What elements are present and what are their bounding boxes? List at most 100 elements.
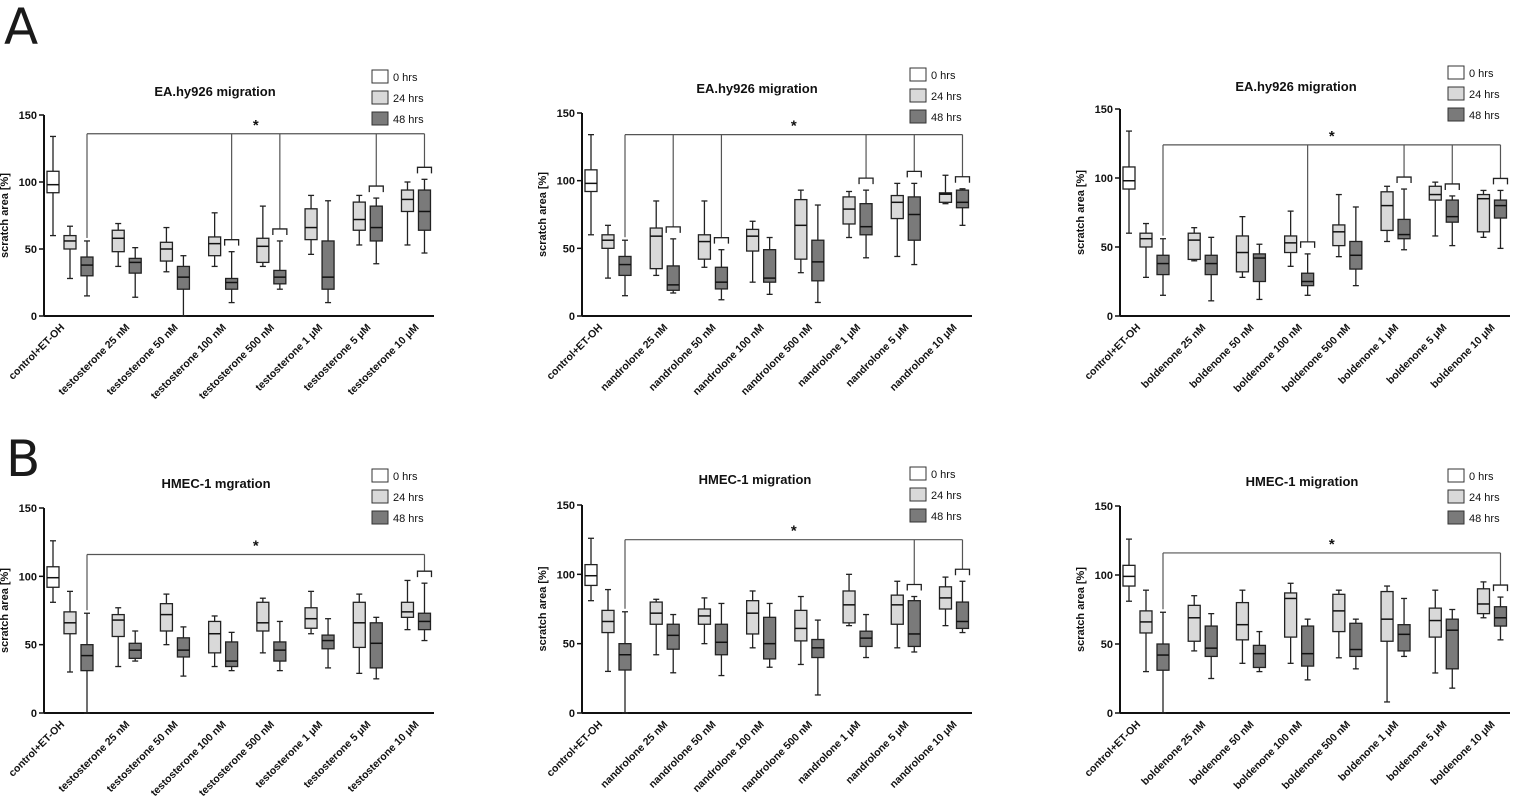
legend-label: 24 hrs	[1469, 89, 1500, 101]
box-group-6-48hrs	[1445, 608, 1459, 689]
box-group-4-48hrs	[273, 620, 287, 672]
box-group-4-48hrs	[811, 619, 825, 696]
significance-bracket	[223, 239, 240, 246]
box-iqr	[1445, 199, 1459, 223]
y-tick-label: 0	[31, 708, 37, 720]
significance-annotation: *	[86, 117, 433, 246]
box-iqr	[1156, 643, 1170, 671]
box-iqr	[666, 623, 680, 650]
panel-letter-a: A	[4, 0, 38, 56]
y-tick-label: 100	[19, 571, 37, 583]
y-tick-label: 50	[25, 244, 37, 256]
box-control-0hrs	[584, 134, 598, 236]
box-iqr	[1332, 224, 1346, 247]
legend-label: 0 hrs	[931, 70, 956, 82]
box-iqr	[859, 203, 873, 236]
box-control-48hrs	[80, 612, 94, 714]
box-group-2-24hrs	[697, 597, 712, 645]
box-group-7-24hrs	[400, 181, 415, 246]
legend-label: 0 hrs	[1469, 471, 1494, 483]
y-tick-label: 50	[25, 640, 37, 652]
box-iqr	[955, 601, 970, 630]
box-group-4-24hrs	[794, 189, 808, 274]
chart-title: EA.hy926 migration	[154, 84, 275, 99]
box-iqr	[321, 634, 335, 650]
box-iqr	[1139, 232, 1153, 248]
box-group-6-24hrs	[1428, 589, 1442, 674]
box-iqr	[745, 600, 760, 635]
box-group-4-24hrs	[1332, 589, 1346, 659]
box-group-1-24hrs	[1187, 595, 1201, 652]
chart-title: EA.hy926 migration	[1235, 79, 1356, 94]
box-group-1-48hrs	[666, 613, 680, 674]
box-group-1-48hrs	[1204, 236, 1218, 302]
legend-label: 24 hrs	[393, 93, 424, 105]
significance-star: *	[1329, 536, 1335, 553]
box-iqr	[1283, 235, 1298, 254]
box-group-4-24hrs	[256, 597, 270, 654]
box-iqr	[1156, 254, 1170, 276]
y-tick-label: 0	[1107, 708, 1113, 720]
legend: 0 hrs 24 hrs 48 hrs	[1447, 65, 1500, 122]
legend-swatch	[371, 90, 389, 105]
box-iqr	[955, 189, 970, 209]
significance-bracket	[954, 568, 971, 576]
significance-bracket	[954, 176, 971, 183]
box-group-2-48hrs	[714, 602, 729, 677]
box-group-1-24hrs	[649, 598, 663, 656]
legend-swatch	[1447, 65, 1465, 80]
chart-title: HMEC-1 mgration	[161, 476, 270, 491]
box-group-2-48hrs	[176, 255, 191, 317]
box-iqr	[80, 256, 94, 277]
box-group-3-48hrs	[224, 251, 239, 304]
box-iqr	[618, 255, 632, 277]
box-group-4-24hrs	[256, 205, 270, 268]
box-group-2-24hrs	[1235, 589, 1250, 664]
box-group-3-48hrs	[762, 236, 777, 295]
box-iqr	[714, 266, 729, 290]
legend-swatch	[371, 69, 389, 84]
box-iqr	[584, 169, 598, 193]
significance-star: *	[1329, 128, 1335, 145]
significance-annotation: *	[624, 523, 971, 609]
box-iqr	[159, 603, 174, 632]
box-group-2-24hrs	[159, 226, 174, 273]
legend-label: 24 hrs	[931, 490, 962, 502]
box-iqr	[762, 249, 777, 283]
legend-label: 24 hrs	[393, 492, 424, 504]
legend-swatch	[909, 508, 927, 523]
box-group-2-48hrs	[714, 249, 729, 301]
box-group-4-24hrs	[794, 595, 808, 666]
box-iqr	[1283, 592, 1298, 638]
box-iqr	[400, 189, 415, 213]
y-axis-label: scratch area [%]	[0, 173, 11, 258]
y-axis-label: scratch area [%]	[537, 566, 549, 651]
x-tick-label: control+ET-OH	[6, 719, 67, 780]
legend: 0 hrs 24 hrs 48 hrs	[371, 69, 424, 126]
box-control-24hrs	[63, 590, 77, 673]
box-group-4-48hrs	[811, 204, 825, 304]
legend-swatch	[371, 510, 389, 525]
box-control-24hrs	[1139, 589, 1153, 673]
significance-bracket	[368, 185, 384, 193]
box-group-5-24hrs	[842, 190, 856, 239]
legend-label: 24 hrs	[1469, 492, 1500, 504]
box-iqr	[352, 201, 366, 231]
box-group-5-24hrs	[1380, 185, 1394, 243]
box-iqr	[1493, 606, 1508, 627]
box-group-3-24hrs	[745, 590, 760, 649]
box-iqr	[1349, 622, 1363, 658]
legend-swatch	[909, 487, 927, 502]
box-iqr	[811, 239, 825, 282]
significance-bracket	[1492, 584, 1509, 592]
chart-title: HMEC-1 migration	[699, 472, 812, 487]
box-group-1-48hrs	[1204, 612, 1218, 680]
box-group-7-48hrs	[417, 582, 432, 642]
box-iqr	[80, 644, 94, 672]
y-tick-label: 50	[1101, 242, 1113, 254]
box-group-3-24hrs	[207, 615, 222, 668]
legend-swatch	[1447, 510, 1465, 525]
box-group-6-24hrs	[890, 580, 904, 649]
box-iqr	[618, 643, 632, 671]
